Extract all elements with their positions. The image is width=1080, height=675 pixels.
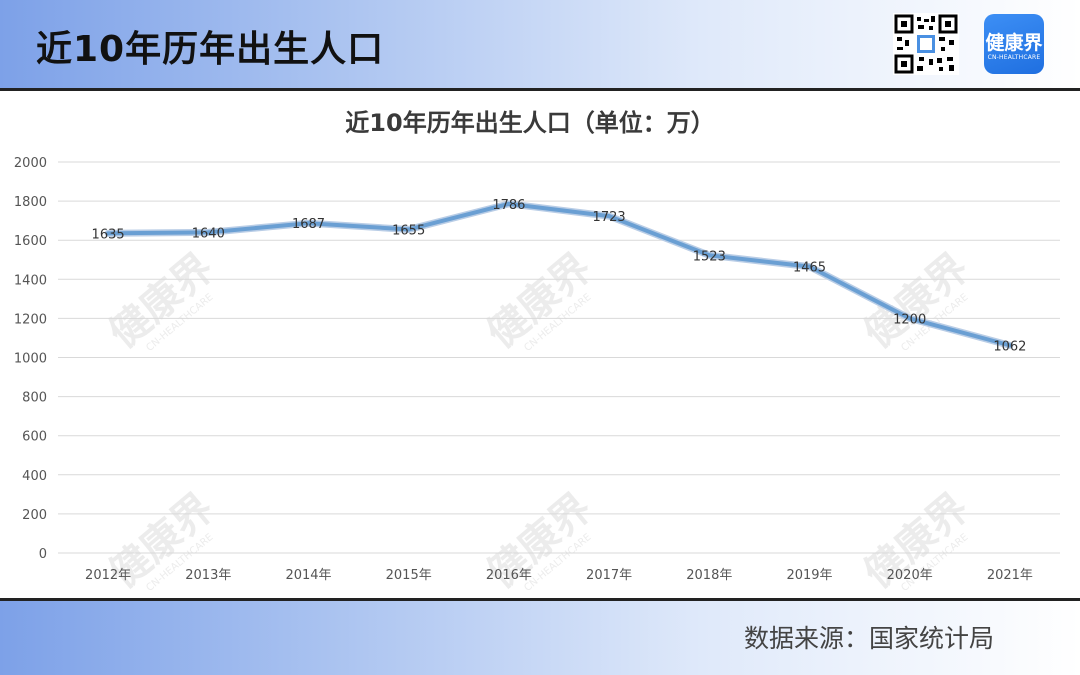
x-tick-label: 2018年 [686, 568, 732, 583]
x-tick-label: 2021年 [987, 568, 1033, 583]
y-tick-label: 1400 [14, 273, 47, 288]
header-banner: 近10年历年出生人口 健康界 CN-HEALTHCARE [0, 0, 1080, 88]
qr-code-icon [893, 13, 959, 75]
data-point [306, 221, 311, 226]
data-label: 1523 [693, 249, 726, 264]
data-label: 1655 [392, 223, 425, 238]
page-title: 近10年历年出生人口 [36, 29, 385, 70]
data-point [907, 316, 912, 321]
x-tick-label: 2016年 [486, 568, 532, 583]
x-tick-label: 2015年 [386, 568, 432, 583]
footer-banner: 数据来源：国家统计局 [0, 601, 1080, 675]
data-source: 数据来源：国家统计局 [743, 624, 994, 653]
chart-title: 近10年历年出生人口（单位：万） [345, 109, 714, 137]
data-label: 1635 [92, 227, 125, 242]
y-axis: 0 200 400 600 800 1000 1200 1400 1600 1800 2000 [14, 156, 47, 562]
logo-text: 健康界 [985, 32, 1043, 54]
x-tick-label: 2012年 [85, 568, 131, 583]
y-tick-label: 200 [22, 508, 47, 523]
x-tick-label: 2017年 [586, 568, 632, 583]
data-label: 1465 [793, 261, 826, 276]
data-point [607, 214, 612, 219]
y-tick-label: 1600 [14, 234, 47, 249]
gridlines [58, 161, 1060, 554]
y-tick-label: 1800 [14, 195, 47, 210]
y-tick-label: 2000 [14, 156, 47, 171]
series-layer [104, 200, 1014, 349]
data-point [406, 227, 411, 232]
logo-subtext: CN-HEALTHCARE [987, 54, 1041, 61]
data-label: 1062 [993, 339, 1026, 354]
data-point [807, 264, 812, 269]
data-label: 1640 [192, 226, 225, 241]
data-label: 1200 [893, 312, 926, 327]
y-tick-label: 1000 [14, 352, 47, 367]
data-point [506, 201, 511, 206]
data-label: 1786 [492, 198, 525, 213]
x-tick-label: 2020年 [887, 568, 933, 583]
x-axis: 2012年 2013年 2014年 2015年 2016年 2017年 2018年 2019年… [85, 568, 1033, 583]
data-point [1007, 343, 1012, 348]
top-divider [0, 88, 1080, 91]
series-line [106, 201, 1012, 348]
data-point [707, 253, 712, 258]
y-tick-label: 0 [39, 547, 47, 562]
y-tick-label: 400 [22, 469, 47, 484]
y-tick-label: 1200 [14, 312, 47, 327]
brand-logo: 健康界 CN-HEALTHCARE [984, 14, 1044, 74]
data-point [106, 231, 111, 236]
data-point [206, 230, 211, 235]
data-label: 1723 [593, 210, 626, 225]
y-tick-label: 800 [22, 391, 47, 406]
x-tick-label: 2019年 [786, 568, 832, 583]
bottom-divider [0, 598, 1080, 601]
x-tick-label: 2014年 [285, 568, 331, 583]
x-tick-label: 2013年 [185, 568, 231, 583]
data-label: 1687 [292, 217, 325, 232]
data-labels: 1635 1640 1687 1655 1786 1723 1523 1465 1200 1062 [92, 198, 1027, 355]
y-tick-label: 600 [22, 430, 47, 445]
